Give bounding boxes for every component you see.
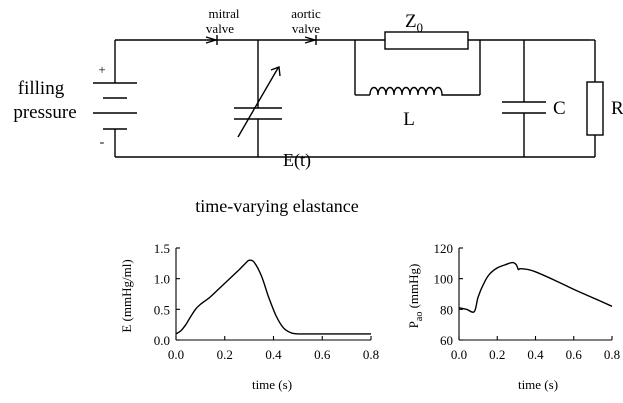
pressure-label: pressure <box>13 102 76 123</box>
mitral-valve-label: valve <box>206 21 234 36</box>
chart1-x-label: time (s) <box>252 377 292 392</box>
elastance-chart: time-varying elastance E (mmHg/ml) time … <box>119 196 379 392</box>
minus-sign: - <box>100 135 105 150</box>
chart1-y-tick-label: 1.5 <box>154 241 170 256</box>
circuit-diagram: + - filling pressure mitral valve aortic… <box>13 6 623 171</box>
chart1-x-tick-label: 0.2 <box>217 347 233 362</box>
chart1-x-tick-label: 0.6 <box>314 347 331 362</box>
capacitor-label: C <box>553 98 566 119</box>
z0-resistor-symbol <box>384 31 469 50</box>
aortic-valve-label: valve <box>292 21 320 36</box>
chart1-title: time-varying elastance <box>195 196 358 216</box>
chart2-x-tick-label: 0.4 <box>527 347 544 362</box>
aortic-pressure-chart: Pao (mmHg) time (s) 0.0 0.2 0.4 0.6 0.8 60 80 1… <box>406 241 620 392</box>
inductor-label: L <box>403 109 415 130</box>
chart1-y-tick-label: 0.0 <box>154 333 170 348</box>
chart2-x-label: time (s) <box>518 377 558 392</box>
chart1-x-tick-label: 0.0 <box>168 347 184 362</box>
chart1-y-tick-label: 0.5 <box>154 302 170 317</box>
chart1-y-label: E (mmHg/ml) <box>119 259 134 332</box>
chart2-y-label: Pao (mmHg) <box>406 264 425 329</box>
resistor-label: R <box>611 98 623 119</box>
chart2-x-tick-label: 0.6 <box>566 347 583 362</box>
aortic-label: aortic <box>291 6 321 21</box>
resistor-symbol <box>586 81 604 136</box>
filling-label: filling <box>18 78 65 99</box>
chart2-y-tick-label: 120 <box>434 241 454 256</box>
mitral-label: mitral <box>208 6 239 21</box>
z0-label: Z0 <box>405 11 423 35</box>
inductor-coil-symbol <box>369 86 446 96</box>
variable-capacitor-symbol <box>234 66 282 138</box>
plus-sign: + <box>98 62 105 77</box>
capacitor-symbol <box>502 101 546 114</box>
chart2-x-tick-label: 0.0 <box>451 347 467 362</box>
chart1-x-tick-label: 0.8 <box>363 347 379 362</box>
chart1-elastance-line <box>175 259 371 335</box>
chart2-y-tick-label: 60 <box>440 333 453 348</box>
chart2-x-tick-label: 0.8 <box>604 347 620 362</box>
chart2-y-tick-label: 80 <box>440 302 453 317</box>
chart1-y-tick-label: 1.0 <box>154 272 170 287</box>
battery-symbol <box>93 82 137 130</box>
chart2-x-tick-label: 0.2 <box>489 347 505 362</box>
chart2-y-tick-label: 100 <box>434 272 454 287</box>
elastance-label: E(t) <box>283 150 311 171</box>
aortic-valve-diode <box>304 35 317 45</box>
mitral-valve-diode <box>205 35 218 45</box>
chart1-x-tick-label: 0.4 <box>265 347 282 362</box>
chart2-pressure-line <box>458 261 613 313</box>
